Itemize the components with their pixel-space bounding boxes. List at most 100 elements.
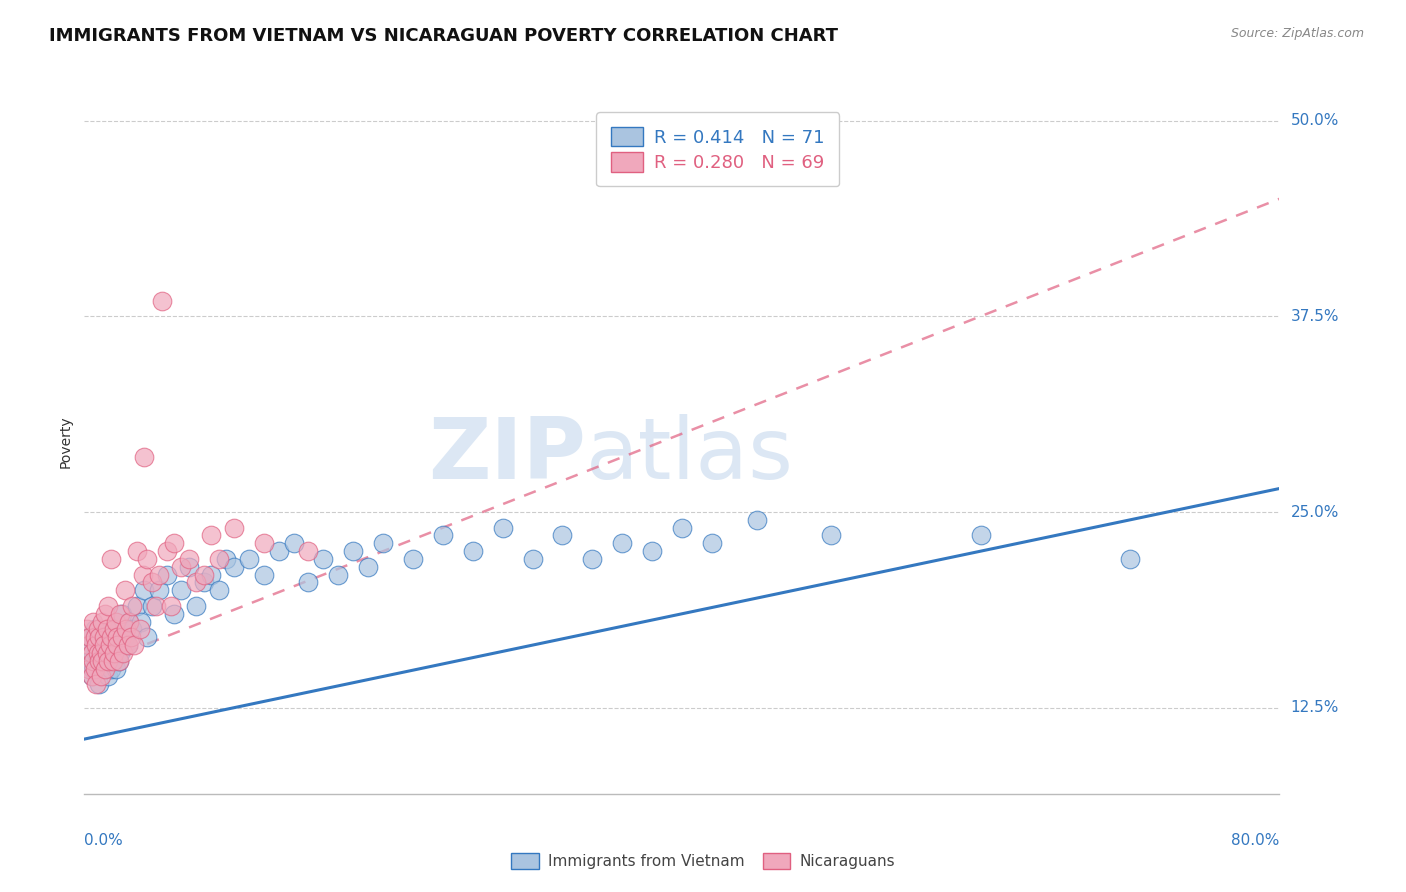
Point xyxy=(253,536,276,550)
Point xyxy=(141,575,163,590)
Point xyxy=(110,607,132,621)
Point xyxy=(82,662,104,676)
Point xyxy=(155,567,177,582)
Point xyxy=(461,544,484,558)
Point xyxy=(114,583,136,598)
Point xyxy=(283,536,305,550)
Point xyxy=(641,544,664,558)
Point xyxy=(86,638,108,652)
Point xyxy=(297,575,319,590)
Point xyxy=(170,559,193,574)
Text: 80.0%: 80.0% xyxy=(1232,833,1279,847)
Text: 25.0%: 25.0% xyxy=(1291,505,1339,519)
Text: IMMIGRANTS FROM VIETNAM VS NICARAGUAN POVERTY CORRELATION CHART: IMMIGRANTS FROM VIETNAM VS NICARAGUAN PO… xyxy=(49,27,838,45)
Point xyxy=(193,575,215,590)
Point xyxy=(87,654,110,668)
Point xyxy=(170,583,193,598)
Point xyxy=(86,677,108,691)
Point xyxy=(148,567,170,582)
Point xyxy=(94,662,117,676)
Point xyxy=(163,607,186,621)
Point xyxy=(82,615,104,629)
Point xyxy=(114,630,136,644)
Point xyxy=(970,528,993,542)
Point xyxy=(76,623,98,637)
Point xyxy=(77,662,100,676)
Text: 0.0%: 0.0% xyxy=(84,833,124,847)
Point xyxy=(267,544,290,558)
Point xyxy=(90,669,112,683)
Point xyxy=(177,552,200,566)
Point xyxy=(145,599,167,613)
Point xyxy=(200,528,222,542)
Point xyxy=(297,544,319,558)
Point xyxy=(103,646,125,660)
Point xyxy=(91,615,114,629)
Point xyxy=(107,654,129,668)
Point xyxy=(700,536,723,550)
Text: Source: ZipAtlas.com: Source: ZipAtlas.com xyxy=(1230,27,1364,40)
Point xyxy=(96,623,118,637)
Point xyxy=(79,630,101,644)
Point xyxy=(342,544,364,558)
Point xyxy=(117,638,139,652)
Point xyxy=(96,646,118,660)
Point xyxy=(155,544,177,558)
Point xyxy=(110,646,132,660)
Point xyxy=(79,654,101,668)
Point xyxy=(100,662,122,676)
Point xyxy=(132,450,156,465)
Point xyxy=(222,521,245,535)
Point xyxy=(820,528,842,542)
Point xyxy=(86,646,108,660)
Point xyxy=(111,607,134,621)
Point xyxy=(131,567,153,582)
Point xyxy=(186,575,208,590)
Point xyxy=(105,638,128,652)
Point xyxy=(1119,552,1142,566)
Point xyxy=(125,599,148,613)
Point xyxy=(104,662,127,676)
Point xyxy=(93,638,115,652)
Point xyxy=(612,536,634,550)
Point xyxy=(101,623,124,637)
Point xyxy=(745,513,768,527)
Point xyxy=(136,552,159,566)
Text: 50.0%: 50.0% xyxy=(1291,113,1339,128)
Point xyxy=(103,623,125,637)
Point xyxy=(129,615,152,629)
Point xyxy=(107,654,129,668)
Point xyxy=(186,599,208,613)
Point xyxy=(90,638,112,652)
Point xyxy=(77,630,100,644)
Point xyxy=(193,567,215,582)
Point xyxy=(96,654,118,668)
Point xyxy=(117,638,139,652)
Point xyxy=(80,646,103,660)
Point xyxy=(90,646,112,660)
Point xyxy=(148,583,170,598)
Point xyxy=(87,646,110,660)
Point xyxy=(80,669,103,683)
Point xyxy=(91,662,114,676)
Point xyxy=(492,521,515,535)
Point xyxy=(104,615,127,629)
Point xyxy=(89,630,111,644)
Point xyxy=(77,638,100,652)
Legend: R = 0.414   N = 71, R = 0.280   N = 69: R = 0.414 N = 71, R = 0.280 N = 69 xyxy=(596,112,839,186)
Point xyxy=(97,669,120,683)
Point xyxy=(163,536,186,550)
Point xyxy=(215,552,238,566)
Point xyxy=(160,599,183,613)
Point xyxy=(141,599,163,613)
Point xyxy=(125,544,148,558)
Point xyxy=(94,646,117,660)
Point xyxy=(328,567,350,582)
Point xyxy=(89,630,111,644)
Text: 37.5%: 37.5% xyxy=(1291,309,1339,324)
Point xyxy=(98,638,121,652)
Point xyxy=(80,646,103,660)
Point xyxy=(93,630,115,644)
Point xyxy=(671,521,693,535)
Text: 12.5%: 12.5% xyxy=(1291,700,1339,715)
